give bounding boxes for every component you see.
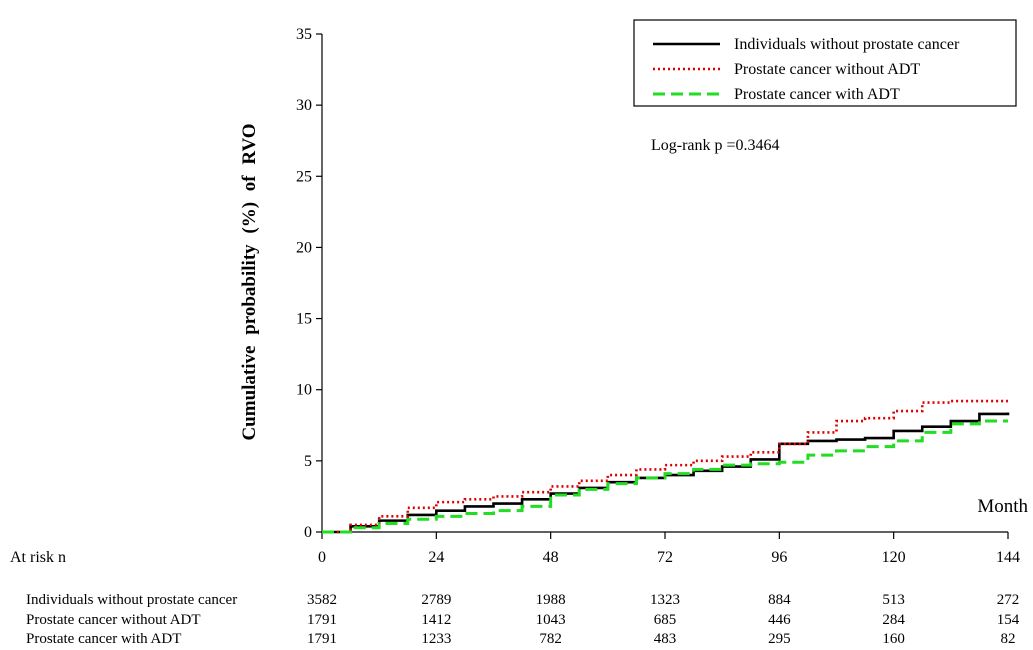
x-tick-label: 0 [318,549,326,566]
legend-box [633,19,1017,107]
legend: Individuals without prostate cancer Prost… [633,19,1017,107]
log-rank-annotation: Log-rank p =0.3464 [651,137,780,154]
at-risk-value: 1043 [536,612,566,628]
series-layer [322,399,1010,534]
at-risk-value: 446 [768,612,791,628]
at-risk-value: 284 [882,612,905,628]
legend-label-3: Prostate cancer with ADT [734,86,900,103]
y-tick-label: 15 [296,311,312,328]
at-risk-value: 884 [768,592,791,608]
y-axis-title: Cumulative probability (%) of RVO [239,123,260,440]
at-risk-value: 1323 [650,592,680,608]
x-axis-title: Month [977,496,1028,517]
x-tick-label: 24 [428,549,444,566]
x-tick-label: 48 [543,549,559,566]
at-risk-title: At risk n [10,549,66,566]
at-risk-value: 154 [997,612,1020,628]
x-tick-label: 72 [657,549,673,566]
at-risk-value: 513 [882,592,905,608]
at-risk-value: 1791 [307,631,337,647]
at-risk-row-label: Prostate cancer with ADT [26,631,181,647]
at-risk-value: 685 [654,612,677,628]
at-risk-value: 82 [1001,631,1016,647]
y-tick-label: 30 [296,97,312,114]
at-risk-value: 2789 [421,592,451,608]
at-risk-value: 272 [997,592,1020,608]
at-risk-row-label: Prostate cancer without ADT [26,612,201,628]
at-risk-value: 3582 [307,592,337,608]
y-tick-label: 10 [296,382,312,399]
y-tick-label: 35 [296,26,312,43]
at-risk-row-label: Individuals without prostate cancer [26,592,237,608]
at-risk-value: 295 [768,631,791,647]
y-tick-label: 0 [304,524,312,541]
x-tick-label: 96 [771,549,787,566]
at-risk-value: 782 [539,631,562,647]
at-risk-table: Individuals without prostate cancer 3582 2… [26,592,1020,647]
at-risk-value: 483 [654,631,677,647]
at-risk-value: 1412 [421,612,451,628]
x-tick-label: 144 [996,549,1020,566]
y-tick-label: 5 [304,453,312,470]
at-risk-value: 1233 [421,631,451,647]
series-line-2 [322,399,1008,534]
y-tick-label: 20 [296,239,312,256]
axes: 0 5 10 15 20 25 30 35 0 24 48 72 96 120 144 [296,26,1020,566]
series-line-3 [322,419,1008,534]
legend-label-2: Prostate cancer without ADT [734,61,920,78]
legend-label-1: Individuals without prostate cancer [734,36,960,53]
x-tick-label: 120 [882,549,906,566]
y-tick-label: 25 [296,168,312,185]
at-risk-value: 1791 [307,612,337,628]
at-risk-value: 1988 [536,592,566,608]
at-risk-value: 160 [882,631,905,647]
